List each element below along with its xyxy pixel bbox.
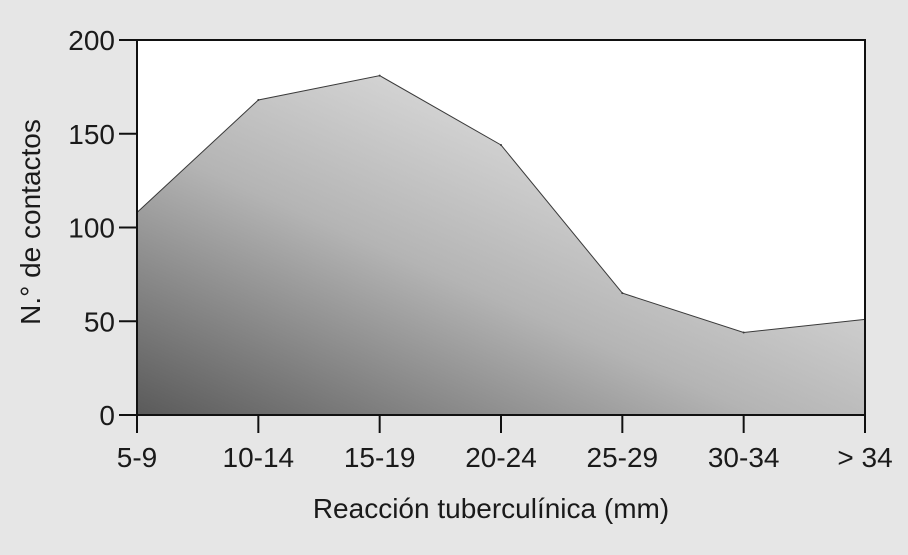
x-tick-label-4: 20-24 <box>465 442 537 473</box>
x-tick-label-1: 5-9 <box>117 442 157 473</box>
y-tick-label-1: 0 <box>99 400 115 431</box>
x-tick-label-7: > 34 <box>837 442 892 473</box>
y-axis: 0 50 100 150 200 <box>68 25 137 431</box>
x-axis: 5-9 10-14 15-19 20-24 25-29 30-34 > 34 <box>117 415 893 473</box>
data-point-6 <box>742 331 745 334</box>
data-point-3 <box>378 74 381 77</box>
x-tick-label-2: 10-14 <box>223 442 295 473</box>
x-tick-label-6: 30-34 <box>708 442 780 473</box>
y-tick-label-2: 50 <box>84 306 115 337</box>
data-point-4 <box>500 144 502 146</box>
x-tick-label-5: 25-29 <box>587 442 659 473</box>
y-axis-title: N.° de contactos <box>15 119 46 325</box>
series-area <box>137 75 865 415</box>
y-tick-label-3: 100 <box>68 213 115 244</box>
y-tick-label-5: 200 <box>68 25 115 56</box>
x-tick-label-3: 15-19 <box>344 442 416 473</box>
x-axis-title: Reacción tuberculínica (mm) <box>313 493 669 524</box>
data-point-2 <box>257 99 260 101</box>
data-point-5 <box>621 292 624 295</box>
y-tick-label-4: 150 <box>68 119 115 150</box>
